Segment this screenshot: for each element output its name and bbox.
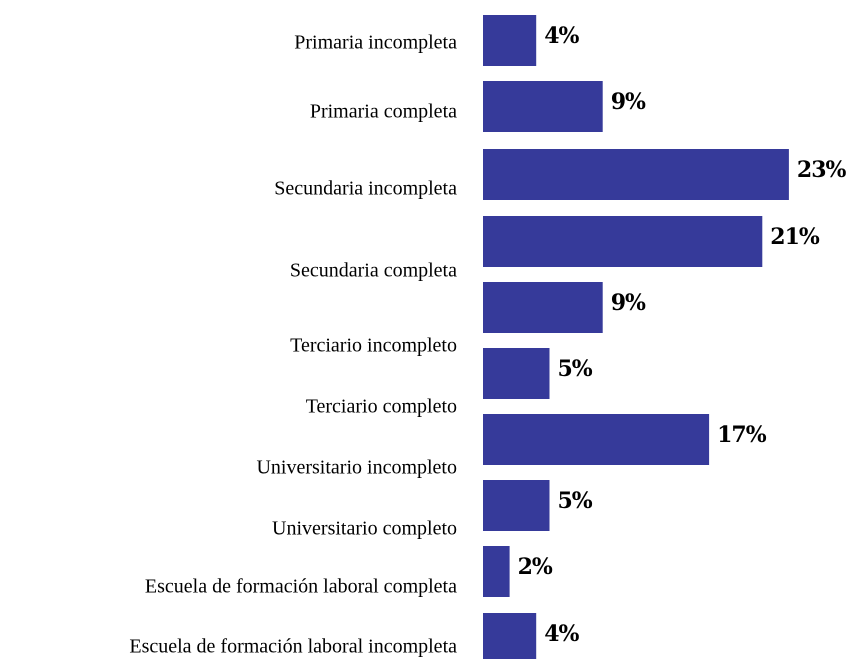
bar [483, 546, 510, 597]
data-label: 4% [544, 23, 579, 49]
bar [483, 480, 550, 531]
category-label: Universitario incompleto [256, 457, 457, 479]
category-label: Escuela de formación laboral completa [145, 576, 457, 598]
data-label: 21% [770, 224, 820, 250]
data-label: 4% [544, 621, 579, 647]
data-label: 23% [797, 157, 847, 183]
data-label: 9% [611, 290, 646, 316]
data-label: 17% [717, 422, 767, 448]
bar [483, 15, 537, 66]
category-label: Secundaria completa [290, 260, 457, 282]
category-label: Terciario completo [306, 396, 457, 418]
bar [483, 414, 710, 465]
bar [483, 282, 603, 333]
bar [483, 348, 550, 399]
bar [483, 216, 763, 267]
category-label: Primaria incompleta [294, 32, 457, 54]
data-label: 9% [611, 89, 646, 115]
data-label: 5% [558, 356, 593, 382]
category-label: Primaria completa [310, 101, 457, 123]
bar [483, 149, 789, 200]
bar [483, 81, 603, 132]
category-label: Universitario completo [272, 518, 457, 540]
data-label: 2% [518, 554, 553, 580]
bar [483, 613, 537, 659]
category-label: Escuela de formación laboral incompleta [129, 636, 457, 658]
data-label: 5% [558, 488, 593, 514]
category-label: Secundaria incompleta [274, 178, 457, 200]
category-label: Terciario incompleto [290, 335, 457, 357]
